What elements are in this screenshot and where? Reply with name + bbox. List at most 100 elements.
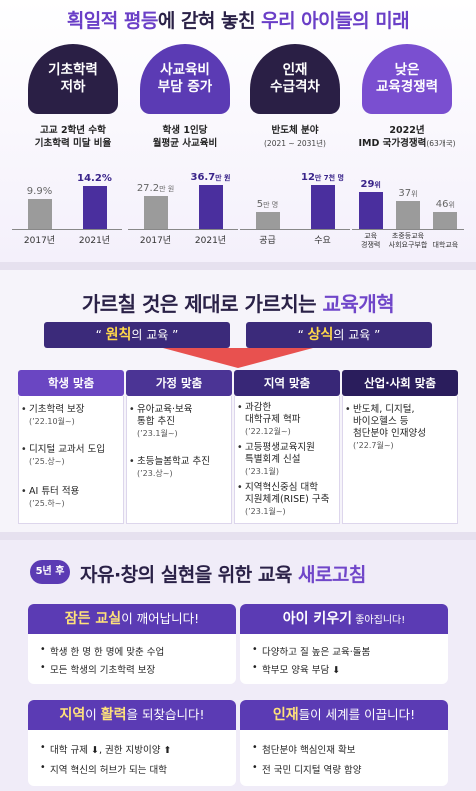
section3-title: 자유·창의 실현을 위한 교육 새로고침 <box>80 560 366 587</box>
subtitle-line: 반도체 분야 <box>271 125 319 136</box>
category-label-line: 대학교육 <box>432 241 459 249</box>
chart-private-education: 27.2만 원 2017년 36.7만 원 2021년 <box>128 160 238 250</box>
data-label: 5만 명 <box>238 199 298 210</box>
pill-line: 부담 증가 <box>157 79 213 95</box>
column-industry: 반도체, 디지털, 바이오헬스 등 첨단분야 인재양성 (’22.7월~) <box>342 396 458 524</box>
data-label: 12만 7천 명 <box>293 172 353 183</box>
card-highlight: 인재 <box>272 707 299 723</box>
data-label: 27.2만 원 <box>126 183 186 194</box>
list-item: 유아교육·보육 통합 추진 (’23.1월~) <box>129 404 193 440</box>
subtitle-line: 월평균 사교육비 <box>152 138 218 149</box>
item-text: 기초학력 보장 <box>29 404 85 415</box>
category-label: 수요 <box>314 236 331 246</box>
bullet-item: 학부모 양육 부담 ⬇ <box>252 662 340 676</box>
item-text: 지원체계(RISE) 구축 <box>245 494 330 505</box>
subtitle-small: (63개국) <box>426 139 456 148</box>
list-item: 초등늘봄학교 추진 (’23.상~) <box>129 456 210 480</box>
item-text: 초등늘봄학교 추진 <box>137 456 210 467</box>
card-highlight: 활력 <box>100 707 127 723</box>
item-text: 바이오헬스 등 <box>353 416 409 427</box>
banner-text: 의 교육 ” <box>131 328 179 342</box>
subtitle-line: 기초학력 미달 비율 <box>34 138 112 149</box>
list-item: AI 튜터 적용 (’25.하~) <box>21 486 80 510</box>
data-label-unit: 만 원 <box>215 173 231 182</box>
down-arrow-icon <box>163 348 313 368</box>
item-date: (’22.10월~) <box>29 417 75 426</box>
card-highlight: 지역 <box>59 707 86 723</box>
card-title-text: 이 <box>85 707 101 722</box>
title-highlight: 교육개혁 <box>322 292 395 316</box>
bullet-item: 학생 한 명 한 명에 맞춘 수업 <box>40 644 164 658</box>
data-label: 29위 <box>341 179 401 190</box>
item-date: (’23.1월~) <box>245 507 286 516</box>
card-talent: 인재들이 세계를 이끕니다! 첨단분야 핵심인재 확보 전 국민 디지털 역량 … <box>240 700 448 786</box>
data-label-unit: 만 7천 명 <box>314 174 344 183</box>
pill-basic-skills: 기초학력 저하 <box>28 44 118 114</box>
subtitle-private-education: 학생 1인당 월평균 사교육비 <box>126 124 244 150</box>
data-label-value: 29 <box>360 178 375 190</box>
item-text: 첨단분야 인재양성 <box>353 428 426 439</box>
quote-mark: “ <box>297 328 308 342</box>
banner-highlight: 상식 <box>307 327 334 343</box>
pill-line: 교육경쟁력 <box>375 79 439 95</box>
pill-line: 인재 <box>282 62 308 78</box>
pill-competitiveness: 낮은 교육경쟁력 <box>362 44 452 114</box>
reform-section: 가르칠 것은 제대로 가르치는 교육개혁 “ 원칙의 교육 ” “ 상식의 교육… <box>0 270 476 532</box>
quote-mark: “ <box>95 328 106 342</box>
chart-bar <box>310 185 335 229</box>
section-divider <box>0 532 476 540</box>
bullet-item: 첨단분야 핵심인재 확보 <box>252 742 356 756</box>
pill-private-education: 사교육비 부담 증가 <box>140 44 230 114</box>
pill-line: 낮은 <box>394 62 420 78</box>
chart-competitiveness: 29위 교육 경쟁력 37위 초중등교육 사회요구부합 46위 대학교육 <box>352 160 464 250</box>
data-label-unit: 위 <box>448 201 455 210</box>
data-label: 9.9% <box>10 186 70 197</box>
column-header-student: 학생 맞춤 <box>18 370 124 396</box>
category-label-line: 교육 <box>364 232 378 240</box>
subtitle-line: 학생 1인당 <box>162 125 208 136</box>
item-text: 대학규제 혁파 <box>245 414 301 425</box>
chart-bar <box>255 211 280 229</box>
subtitle-competitiveness: 2022년 IMD 국가경쟁력(63개국) <box>348 124 466 150</box>
pill-talent-gap: 인재 수급격차 <box>250 44 340 114</box>
category-label: 초중등교육 사회요구부합 <box>378 232 438 250</box>
column-student: 기초학력 보장 (’22.10월~) 디지털 교과서 도입 (’25.상~) A… <box>18 396 124 524</box>
chart-bar <box>143 196 168 229</box>
data-label-value: 37 <box>398 188 412 200</box>
problem-section: 획일적 평등에 갇혀 놓친 우리 아이들의 미래 기초학력 저하 고교 2학년 … <box>0 0 476 262</box>
column-header-industry: 산업·사회 맞춤 <box>342 370 458 396</box>
list-item: 기초학력 보장 (’22.10월~) <box>21 404 85 428</box>
data-label-unit: 만 명 <box>263 200 279 209</box>
column-family: 유아교육·보육 통합 추진 (’23.1월~) 초등늘봄학교 추진 (’23.상… <box>126 396 232 524</box>
data-label: 36.7만 원 <box>181 172 241 183</box>
item-text: AI 튜터 적용 <box>29 486 80 497</box>
category-label: 2017년 <box>139 236 172 246</box>
banner-highlight: 원칙 <box>105 327 132 343</box>
section1-title: 획일적 평등에 갇혀 놓친 우리 아이들의 미래 <box>0 6 476 33</box>
section-divider <box>0 262 476 270</box>
bullet-item: 다양하고 질 높은 교육·돌봄 <box>252 644 370 658</box>
data-label-unit: 위 <box>374 180 381 189</box>
section2-title: 가르칠 것은 제대로 가르치는 교육개혁 <box>0 288 476 317</box>
pill-line: 사교육비 <box>160 62 210 78</box>
category-label: 대학교육 <box>415 241 475 250</box>
data-label: 46위 <box>415 199 475 210</box>
item-date: (’23.상~) <box>137 469 173 478</box>
data-label-value: 5 <box>256 198 264 210</box>
list-item: 고등평생교육지원 특별회계 신설 (’23.1월) <box>237 442 315 478</box>
title-text: 자유·창의 실현을 위한 교육 <box>80 564 298 586</box>
chart-baseline <box>128 229 238 230</box>
pill-line: 기초학력 <box>48 62 98 78</box>
card-header: 아이 키우기 좋아집니다! <box>240 604 448 634</box>
pill-line: 저하 <box>60 79 86 95</box>
card-highlight: 아이 키우기 <box>282 611 353 627</box>
banner-text: 의 교육 ” <box>333 328 381 342</box>
pill-line: 수급격차 <box>270 79 320 95</box>
title-text: 가르칠 것은 제대로 가르치는 <box>81 292 323 316</box>
chart-baseline <box>240 229 350 230</box>
chart-bar <box>396 201 420 229</box>
item-date: (’22.7월~) <box>353 441 394 450</box>
chart-bar <box>27 199 52 229</box>
card-classroom: 잠든 교실이 깨어납니다! 학생 한 명 한 명에 맞춘 수업 모든 학생의 기… <box>28 604 236 684</box>
category-label-line: 사회요구부합 <box>388 241 428 249</box>
